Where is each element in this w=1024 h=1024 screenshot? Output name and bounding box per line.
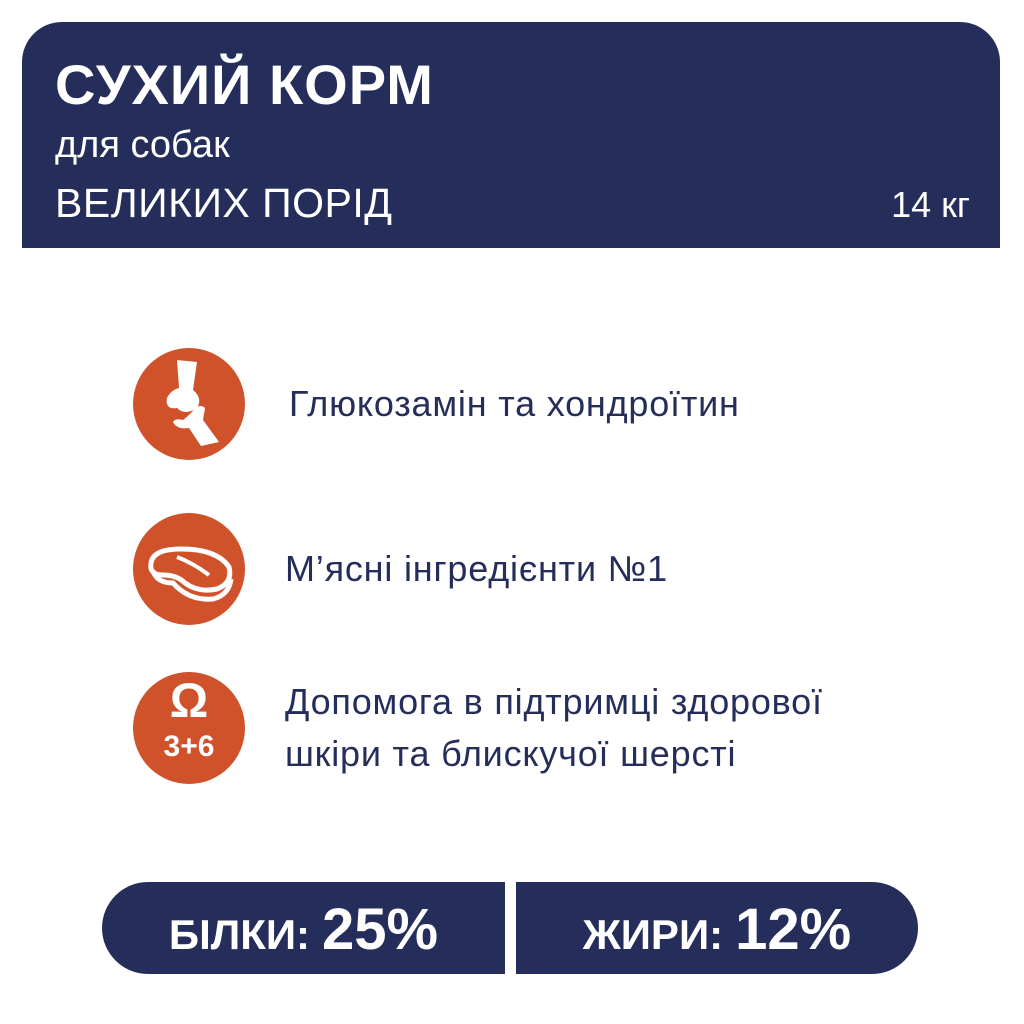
- header-banner: СУХИЙ КОРМ для собак ВЕЛИКИХ ПОРІД 14 кг: [22, 22, 1000, 248]
- feature-item: Глюкозамін та хондроїтин: [133, 348, 740, 460]
- omega-label: 3+6: [163, 730, 215, 763]
- feature-item: Ω 3+6 Допомога в підтримці здорової шкір…: [133, 672, 823, 784]
- protein-label: БІЛКИ:: [168, 911, 311, 958]
- protein-badge: БІЛКИ: 25%: [102, 882, 505, 974]
- product-subtitle-breed: ВЕЛИКИХ ПОРІД: [55, 180, 393, 226]
- joint-bone-icon: [133, 348, 245, 460]
- product-weight: 14 кг: [891, 184, 970, 225]
- feature-text: М’ясні інгредієнти №1: [285, 548, 668, 589]
- meat-steak-icon: [133, 513, 245, 625]
- feature-text: Допомога в підтримці здорової шкіри та б…: [285, 681, 823, 774]
- fat-value: 12%: [735, 897, 852, 962]
- protein-value: 25%: [322, 897, 439, 962]
- fat-label: ЖИРИ:: [582, 911, 724, 958]
- omega-3-6-icon: Ω 3+6: [133, 672, 245, 784]
- product-title: СУХИЙ КОРМ: [55, 53, 434, 116]
- feature-item: М’ясні інгредієнти №1: [133, 513, 668, 625]
- fat-badge: ЖИРИ: 12%: [516, 882, 918, 974]
- feature-text: Глюкозамін та хондроїтин: [289, 383, 740, 424]
- product-subtitle: для собак: [55, 124, 230, 166]
